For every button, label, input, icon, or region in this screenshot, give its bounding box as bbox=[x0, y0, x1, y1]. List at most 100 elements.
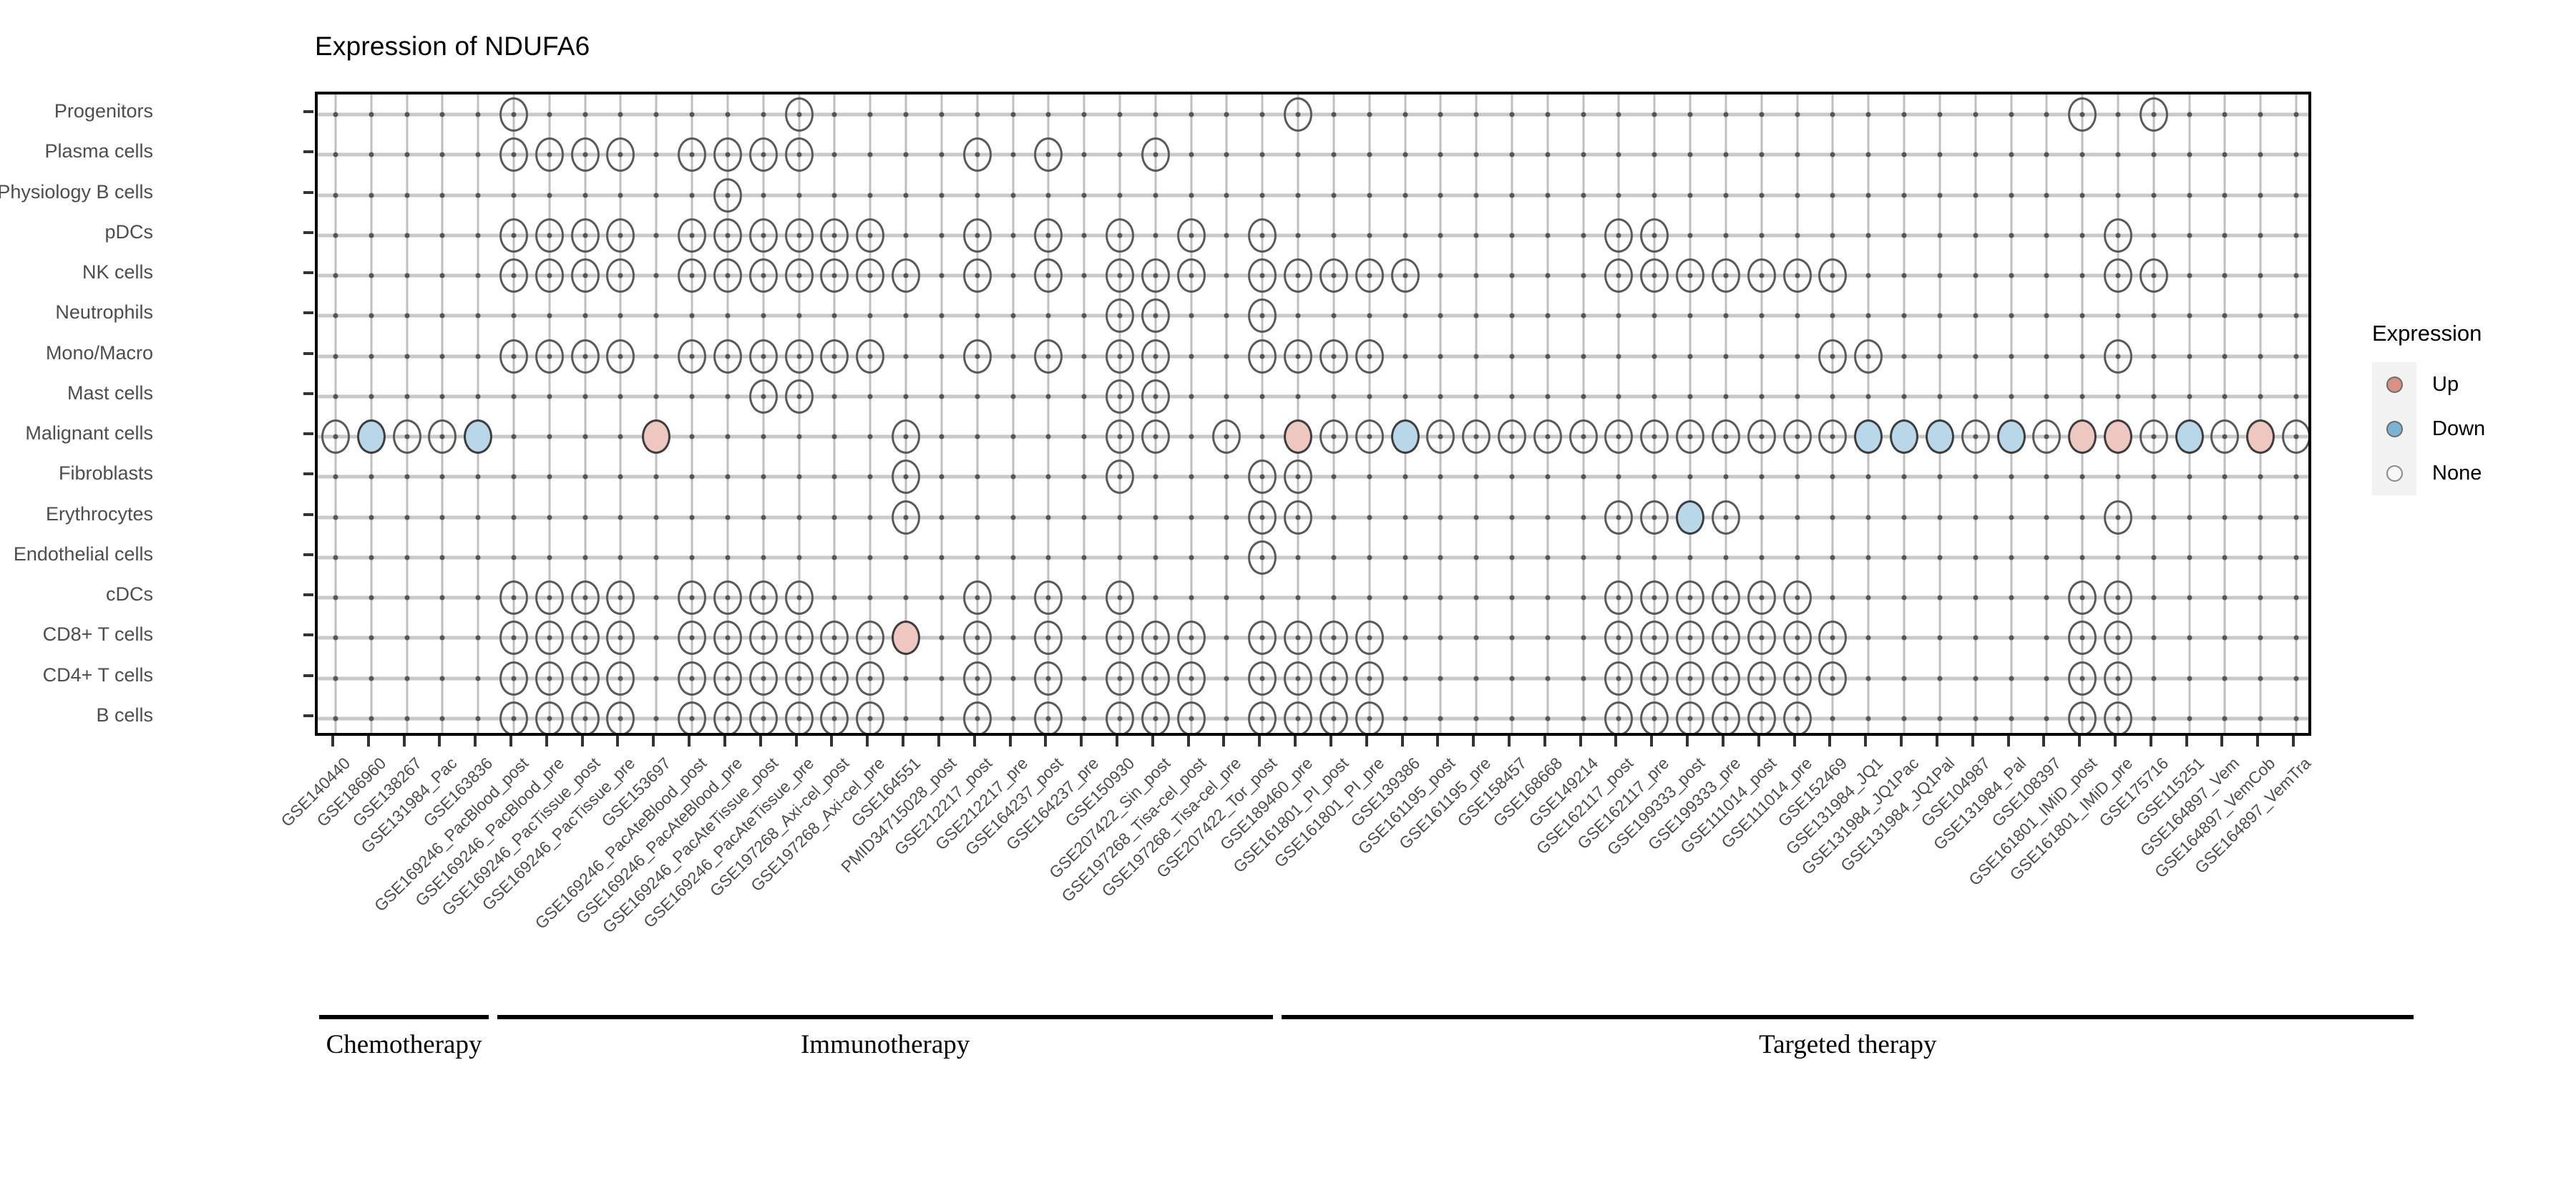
expression-dot[interactable] bbox=[1284, 419, 1313, 455]
expression-dot[interactable] bbox=[1676, 580, 1705, 616]
expression-dot[interactable] bbox=[1176, 661, 1206, 696]
expression-dot[interactable] bbox=[1105, 258, 1134, 293]
expression-dot[interactable] bbox=[856, 258, 885, 293]
expression-dot[interactable] bbox=[1604, 218, 1634, 253]
expression-dot[interactable] bbox=[428, 419, 457, 455]
expression-dot[interactable] bbox=[1390, 258, 1420, 293]
expression-dot[interactable] bbox=[1854, 419, 1883, 455]
expression-dot[interactable] bbox=[1818, 339, 1848, 374]
expression-dot[interactable] bbox=[499, 701, 529, 733]
expression-dot[interactable] bbox=[1426, 419, 1455, 455]
expression-dot[interactable] bbox=[962, 580, 992, 616]
expression-dot[interactable] bbox=[2103, 218, 2132, 253]
expression-dot[interactable] bbox=[1782, 701, 1812, 733]
expression-dot[interactable] bbox=[1141, 258, 1170, 293]
expression-dot[interactable] bbox=[1640, 218, 1669, 253]
expression-dot[interactable] bbox=[713, 339, 742, 374]
expression-dot[interactable] bbox=[1818, 258, 1848, 293]
expression-dot[interactable] bbox=[1782, 661, 1812, 696]
expression-dot[interactable] bbox=[1818, 661, 1848, 696]
expression-dot[interactable] bbox=[820, 258, 849, 293]
expression-dot[interactable] bbox=[1319, 701, 1348, 733]
expression-dot[interactable] bbox=[356, 419, 386, 455]
expression-dot[interactable] bbox=[2282, 419, 2308, 455]
expression-dot[interactable] bbox=[570, 701, 600, 733]
expression-dot[interactable] bbox=[1105, 661, 1134, 696]
expression-dot[interactable] bbox=[678, 258, 707, 293]
expression-dot[interactable] bbox=[784, 339, 814, 374]
expression-dot[interactable] bbox=[1676, 661, 1705, 696]
expression-dot[interactable] bbox=[1604, 500, 1634, 535]
expression-dot[interactable] bbox=[1498, 419, 1527, 455]
expression-dot[interactable] bbox=[962, 137, 992, 172]
expression-dot[interactable] bbox=[570, 661, 600, 696]
expression-dot[interactable] bbox=[856, 661, 885, 696]
expression-dot[interactable] bbox=[1284, 258, 1313, 293]
expression-dot[interactable] bbox=[1747, 419, 1776, 455]
expression-dot[interactable] bbox=[1141, 621, 1170, 656]
expression-dot[interactable] bbox=[713, 218, 742, 253]
expression-dot[interactable] bbox=[2139, 258, 2168, 293]
expression-dot[interactable] bbox=[748, 661, 778, 696]
expression-dot[interactable] bbox=[1782, 580, 1812, 616]
expression-dot[interactable] bbox=[1604, 621, 1634, 656]
expression-dot[interactable] bbox=[1640, 258, 1669, 293]
expression-dot[interactable] bbox=[1284, 701, 1313, 733]
expression-dot[interactable] bbox=[784, 137, 814, 172]
expression-dot[interactable] bbox=[499, 137, 529, 172]
expression-dot[interactable] bbox=[606, 218, 635, 253]
expression-dot[interactable] bbox=[678, 218, 707, 253]
expression-dot[interactable] bbox=[606, 137, 635, 172]
expression-dot[interactable] bbox=[1996, 419, 2026, 455]
expression-dot[interactable] bbox=[1711, 701, 1740, 733]
expression-dot[interactable] bbox=[1747, 621, 1776, 656]
expression-dot[interactable] bbox=[535, 701, 564, 733]
expression-dot[interactable] bbox=[1284, 97, 1313, 132]
expression-dot[interactable] bbox=[1248, 339, 1277, 374]
expression-dot[interactable] bbox=[713, 661, 742, 696]
expression-dot[interactable] bbox=[1604, 258, 1634, 293]
expression-dot[interactable] bbox=[535, 580, 564, 616]
expression-dot[interactable] bbox=[1747, 701, 1776, 733]
expression-dot[interactable] bbox=[1105, 339, 1134, 374]
expression-dot[interactable] bbox=[820, 339, 849, 374]
expression-dot[interactable] bbox=[2032, 419, 2062, 455]
legend-item-up[interactable]: Up bbox=[2372, 362, 2485, 407]
expression-dot[interactable] bbox=[2139, 97, 2168, 132]
expression-dot[interactable] bbox=[2068, 97, 2097, 132]
expression-dot[interactable] bbox=[962, 621, 992, 656]
expression-dot[interactable] bbox=[2246, 419, 2275, 455]
expression-dot[interactable] bbox=[856, 218, 885, 253]
expression-dot[interactable] bbox=[1818, 621, 1848, 656]
expression-dot[interactable] bbox=[784, 97, 814, 132]
expression-dot[interactable] bbox=[713, 701, 742, 733]
expression-dot[interactable] bbox=[1604, 661, 1634, 696]
expression-dot[interactable] bbox=[2103, 258, 2132, 293]
expression-dot[interactable] bbox=[748, 218, 778, 253]
expression-dot[interactable] bbox=[2068, 621, 2097, 656]
expression-dot[interactable] bbox=[856, 621, 885, 656]
expression-dot[interactable] bbox=[1355, 701, 1384, 733]
expression-dot[interactable] bbox=[1248, 460, 1277, 495]
expression-dot[interactable] bbox=[1747, 661, 1776, 696]
expression-dot[interactable] bbox=[535, 339, 564, 374]
expression-dot[interactable] bbox=[678, 339, 707, 374]
expression-dot[interactable] bbox=[1925, 419, 1954, 455]
expression-dot[interactable] bbox=[535, 621, 564, 656]
expression-dot[interactable] bbox=[748, 258, 778, 293]
expression-dot[interactable] bbox=[1034, 580, 1063, 616]
expression-dot[interactable] bbox=[1248, 298, 1277, 334]
expression-dot[interactable] bbox=[1640, 621, 1669, 656]
expression-dot[interactable] bbox=[535, 137, 564, 172]
expression-dot[interactable] bbox=[1533, 419, 1562, 455]
expression-dot[interactable] bbox=[570, 258, 600, 293]
expression-dot[interactable] bbox=[1141, 379, 1170, 414]
legend-item-none[interactable]: None bbox=[2372, 451, 2485, 495]
expression-dot[interactable] bbox=[2103, 339, 2132, 374]
expression-dot[interactable] bbox=[1319, 621, 1348, 656]
expression-dot[interactable] bbox=[1319, 419, 1348, 455]
expression-dot[interactable] bbox=[1105, 580, 1134, 616]
expression-dot[interactable] bbox=[1034, 621, 1063, 656]
expression-dot[interactable] bbox=[713, 137, 742, 172]
expression-dot[interactable] bbox=[2103, 661, 2132, 696]
